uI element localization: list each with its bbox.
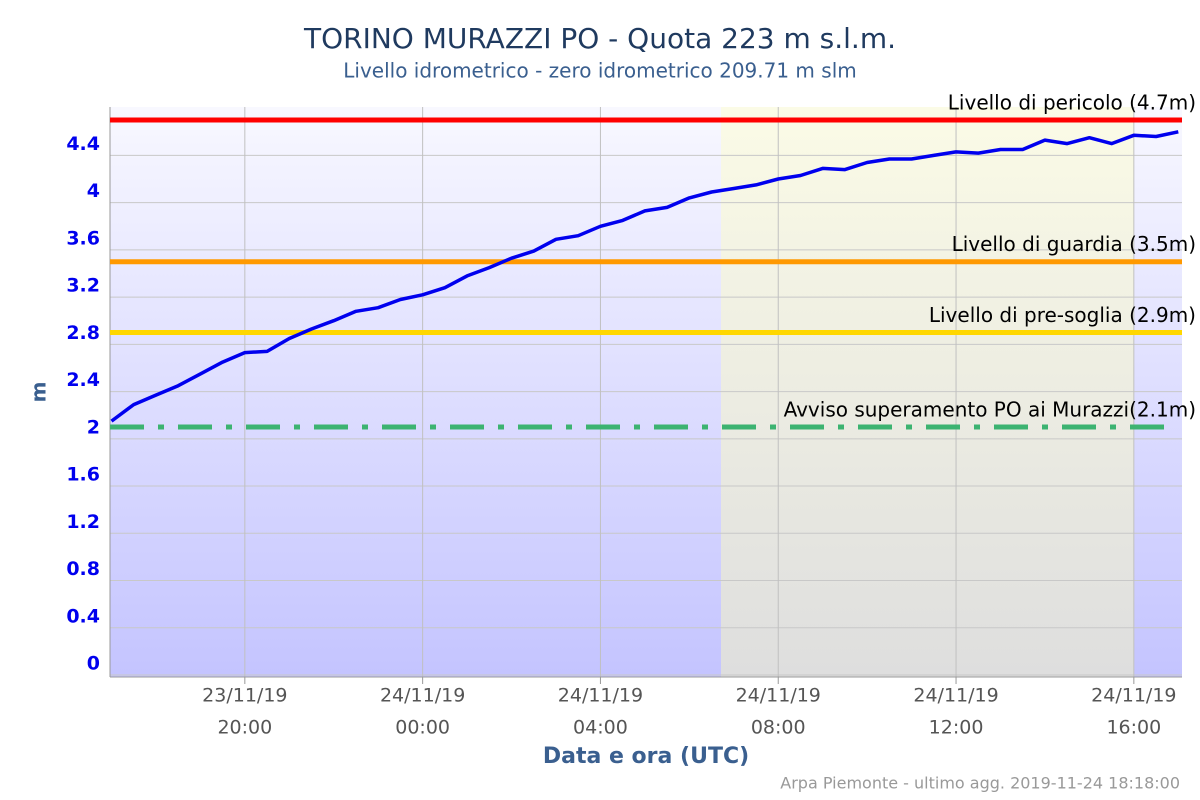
- y-tick-label: 3.2: [66, 275, 100, 297]
- y-tick-label: 3.6: [66, 227, 100, 249]
- y-tick-label: 2.8: [66, 322, 100, 344]
- x-tick-label: 08:00: [751, 717, 806, 739]
- y-tick-label: 0.4: [66, 605, 100, 627]
- x-tick-label: 23/11/19: [202, 685, 287, 707]
- threshold-label: Livello di pre-soglia (2.9m): [929, 303, 1196, 327]
- y-axis-title: m: [27, 382, 51, 403]
- x-tick-label: 24/11/19: [913, 685, 998, 707]
- y-tick-label: 1.6: [66, 464, 100, 486]
- chart-title: TORINO MURAZZI PO - Quota 223 m s.l.m.: [303, 22, 896, 55]
- y-tick-label: 1.2: [66, 511, 100, 533]
- x-tick-label: 24/11/19: [558, 685, 643, 707]
- x-tick-label: 16:00: [1106, 717, 1161, 739]
- threshold-label: Livello di pericolo (4.7m): [948, 90, 1196, 114]
- x-tick-label: 24/11/19: [1091, 685, 1176, 707]
- x-tick-label: 24/11/19: [380, 685, 465, 707]
- threshold-label: Livello di guardia (3.5m): [952, 232, 1196, 256]
- x-tick-label: 20:00: [217, 717, 272, 739]
- y-tick-label: 0: [87, 653, 100, 675]
- y-tick-label: 2: [87, 416, 100, 438]
- x-axis-title: Data e ora (UTC): [543, 744, 749, 769]
- y-tick-label: 4.4: [66, 133, 100, 155]
- x-tick-label: 12:00: [929, 717, 984, 739]
- chart-subtitle: Livello idrometrico - zero idrometrico 2…: [343, 59, 856, 83]
- x-tick-label: 24/11/19: [736, 685, 821, 707]
- y-tick-label: 2.4: [66, 369, 100, 391]
- series-line: [110, 130, 1179, 423]
- x-tick-label: 04:00: [573, 717, 628, 739]
- y-tick-label: 0.8: [66, 558, 100, 580]
- threshold-label: Avviso superamento PO ai Murazzi(2.1m): [784, 398, 1196, 422]
- x-tick-label: 00:00: [395, 717, 450, 739]
- y-tick-label: 4: [87, 180, 100, 202]
- credits: Arpa Piemonte - ultimo agg. 2019-11-24 1…: [780, 774, 1180, 793]
